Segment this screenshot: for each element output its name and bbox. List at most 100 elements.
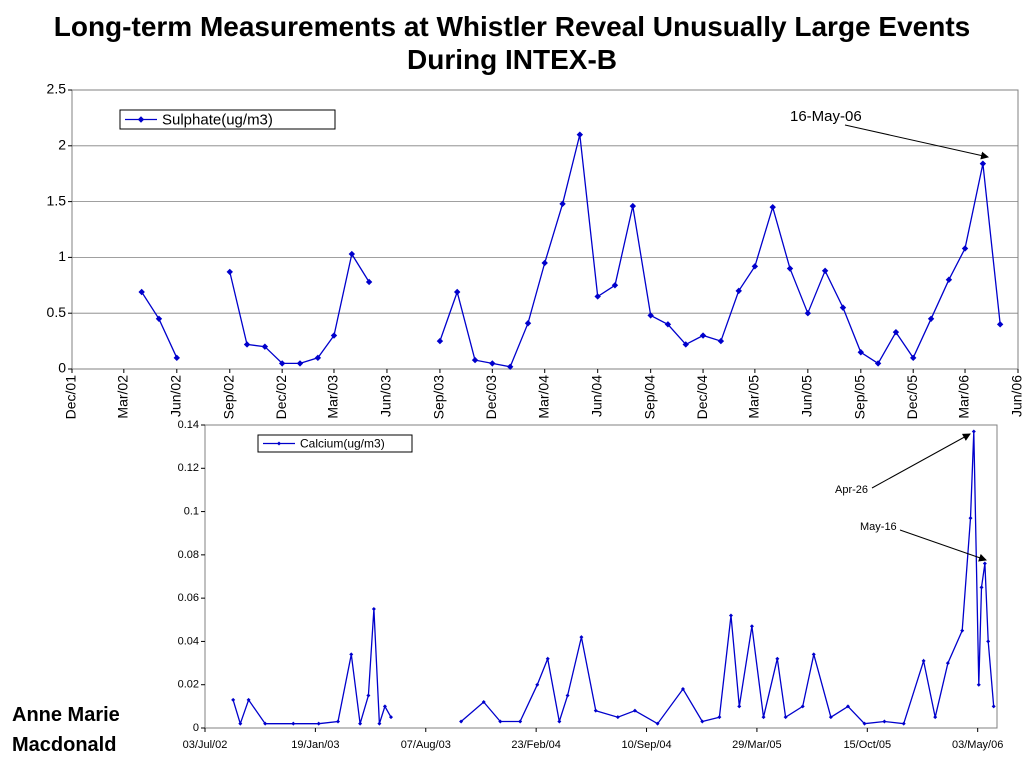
- y-tick-label: 0.04: [178, 635, 199, 647]
- y-tick-label: 0.08: [178, 549, 199, 561]
- author: Anne Marie Macdonald: [12, 704, 120, 756]
- x-tick-label: 19/Jan/03: [291, 739, 339, 751]
- data-point: [749, 624, 754, 629]
- data-point: [857, 349, 865, 356]
- legend-box: [257, 434, 413, 453]
- x-tick-label: Sep/03: [431, 375, 447, 420]
- data-point: [804, 310, 812, 317]
- y-tick-label: 2.5: [47, 81, 67, 97]
- x-tick-label: 10/Sep/04: [621, 739, 671, 751]
- annotation: May-16: [860, 521, 897, 533]
- data-point: [382, 704, 387, 709]
- data-point: [498, 719, 503, 724]
- data-point: [775, 656, 780, 661]
- x-tick-label: Jun/02: [167, 375, 183, 417]
- x-tick-label: Dec/01: [63, 375, 79, 420]
- data-point: [629, 202, 637, 210]
- data-point: [769, 203, 776, 211]
- x-tick-label: Jun/03: [378, 375, 394, 417]
- data-point: [786, 265, 794, 272]
- data-point: [811, 652, 816, 657]
- data-point: [576, 131, 584, 138]
- data-point: [632, 708, 637, 713]
- data-point: [996, 321, 1004, 328]
- data-point: [489, 360, 496, 367]
- data-point: [717, 337, 725, 345]
- data-point: [231, 697, 236, 702]
- x-tick-label: Sep/05: [852, 375, 868, 420]
- x-tick-label: Sep/04: [641, 375, 657, 420]
- data-point: [377, 721, 382, 726]
- legend-label: Sulphate(ug/m3): [162, 111, 273, 128]
- data-point: [524, 320, 532, 327]
- data-point: [565, 693, 570, 698]
- x-tick-label: 15/Oct/05: [843, 739, 891, 751]
- x-tick-label: Mar/02: [115, 375, 131, 419]
- data-point: [945, 661, 950, 666]
- data-point: [717, 715, 722, 720]
- x-tick-label: 07/Aug/03: [401, 739, 451, 751]
- data-point: [535, 682, 540, 687]
- data-point: [874, 360, 882, 367]
- data-point: [278, 360, 286, 367]
- x-tick-label: Jun/05: [799, 375, 815, 417]
- legend-marker: [137, 116, 145, 123]
- data-point: [238, 721, 243, 726]
- data-point: [481, 700, 486, 705]
- x-tick-label: 03/May/06: [952, 739, 1003, 751]
- data-point: [945, 276, 953, 283]
- data-point: [371, 606, 376, 611]
- data-point: [845, 704, 850, 709]
- y-tick-label: 0.5: [47, 304, 67, 320]
- data-point: [728, 613, 733, 618]
- data-point: [314, 354, 322, 362]
- y-tick-label: 0.14: [178, 419, 199, 431]
- data-point: [296, 360, 304, 367]
- data-point: [979, 585, 984, 590]
- x-tick-label: Mar/06: [956, 375, 972, 419]
- data-point: [336, 719, 341, 724]
- data-point: [453, 288, 461, 296]
- x-tick-label: Dec/02: [273, 375, 289, 420]
- data-point: [821, 267, 829, 274]
- data-point: [594, 293, 601, 300]
- data-point: [330, 332, 338, 339]
- data-point: [349, 652, 354, 657]
- x-tick-label: Sep/02: [220, 375, 236, 420]
- x-tick-label: 29/Mar/05: [732, 739, 782, 751]
- y-tick-label: 0.06: [178, 592, 199, 604]
- x-tick-label: Dec/04: [694, 375, 710, 420]
- data-point: [737, 704, 742, 709]
- data-point: [892, 328, 900, 336]
- annotation: 16-May-06: [790, 108, 862, 125]
- x-tick-label: 03/Jul/02: [183, 739, 228, 751]
- data-point: [901, 721, 906, 726]
- x-tick-label: 23/Feb/04: [511, 739, 561, 751]
- data-point: [557, 719, 562, 724]
- x-tick-label: Jun/04: [588, 375, 604, 417]
- data-point: [986, 639, 991, 644]
- y-tick-label: 1.5: [47, 192, 67, 208]
- annotation-arrow: [899, 529, 987, 562]
- y-tick-label: 0: [193, 722, 199, 734]
- legend-box: [119, 109, 336, 130]
- data-point: [664, 321, 672, 328]
- y-tick-label: 0: [58, 360, 66, 376]
- data-point: [979, 160, 987, 167]
- data-point: [173, 354, 180, 362]
- data-point: [921, 658, 926, 663]
- data-point: [761, 715, 766, 720]
- data-point: [680, 687, 685, 692]
- data-point: [611, 282, 619, 289]
- annotation-arrow: [844, 124, 989, 160]
- data-point: [960, 628, 965, 633]
- data-point: [155, 315, 163, 322]
- data-point: [682, 341, 689, 348]
- annotation: Apr-26: [835, 484, 868, 496]
- y-tick-label: 0.12: [178, 462, 199, 474]
- data-point: [138, 288, 145, 296]
- data-point: [910, 354, 917, 362]
- data-point: [751, 263, 759, 270]
